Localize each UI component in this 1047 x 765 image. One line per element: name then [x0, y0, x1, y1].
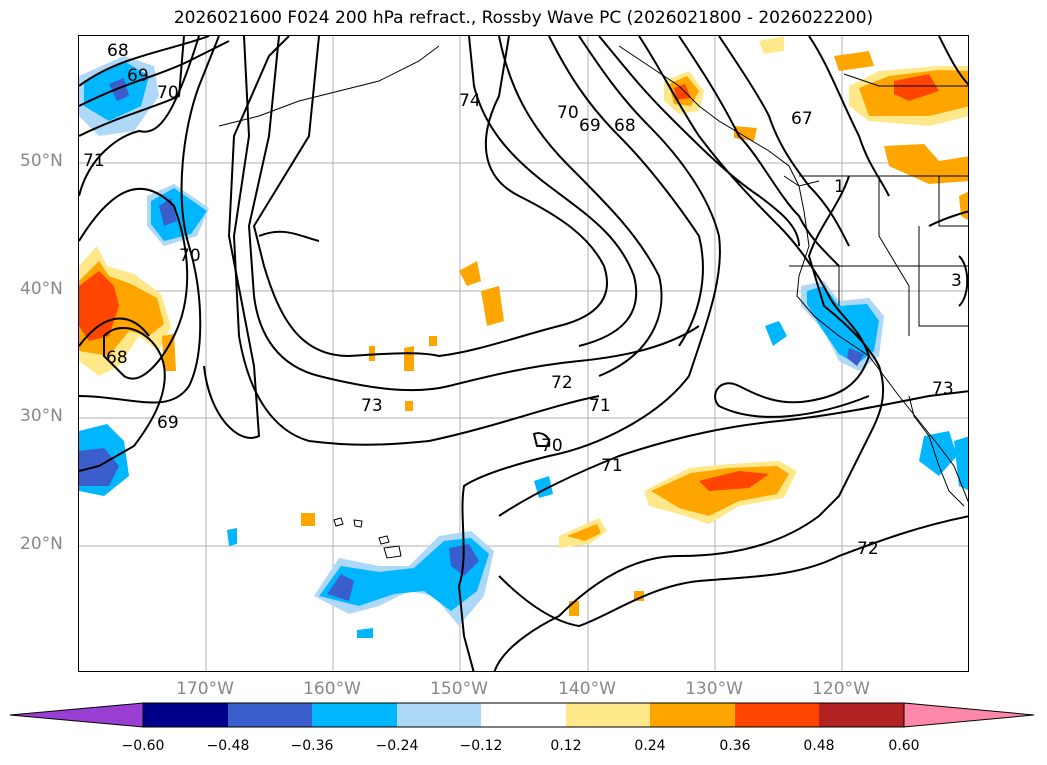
- colorbar-tick: −0.60: [121, 738, 165, 754]
- colorbar-tick: 0.48: [803, 738, 835, 754]
- lat-label-50n: 50°N: [20, 151, 63, 171]
- contour-label: 1: [834, 177, 845, 197]
- colorbar-extend-low: [10, 702, 144, 728]
- contour-label: 69: [127, 66, 149, 86]
- map-panel: 68 69 70 71 74 70 69 68 67 70 68 69 72 7…: [78, 35, 969, 672]
- colorbar-tick: 0.36: [719, 738, 751, 754]
- anomaly-shading: [79, 36, 968, 638]
- contour-label: 71: [601, 456, 623, 476]
- contour-label: 70: [157, 83, 179, 103]
- colorbar-segment: [143, 703, 228, 727]
- lon-label-170w: 170°W: [176, 679, 234, 699]
- colorbar-segment: [735, 703, 819, 727]
- lat-label-40n: 40°N: [20, 279, 63, 299]
- colorbar-tick: −0.48: [206, 738, 250, 754]
- lon-label-150w: 150°W: [430, 679, 488, 699]
- colorbar-segment: [397, 703, 481, 727]
- contour-labels: 68 69 70 71 74 70 69 68 67 70 68 69 72 7…: [83, 41, 962, 559]
- colorbar-tick: −0.24: [375, 738, 419, 754]
- contour-label: 72: [551, 373, 573, 393]
- colorbar-segment: [566, 703, 650, 727]
- lon-label-160w: 160°W: [303, 679, 361, 699]
- colorbar: [10, 702, 1035, 728]
- colorbar-tick: 0.24: [634, 738, 666, 754]
- contour-label: 72: [857, 539, 879, 559]
- contour-label: 70: [541, 436, 563, 456]
- colorbar-tick: −0.12: [459, 738, 503, 754]
- colorbar-segment: [312, 703, 397, 727]
- contour-label: 73: [932, 379, 954, 399]
- colorbar-segment: [819, 703, 904, 727]
- colorbar-segment: [228, 703, 312, 727]
- map-title: 2026021600 F024 200 hPa refract., Rossby…: [173, 8, 874, 28]
- contour-label: 70: [179, 246, 201, 266]
- colorbar-extend-high: [903, 702, 1035, 728]
- contour-label: 68: [614, 116, 636, 136]
- contour-label: 67: [791, 109, 813, 129]
- lon-label-130w: 130°W: [685, 679, 743, 699]
- lon-label-120w: 120°W: [812, 679, 870, 699]
- contour-label: 70: [557, 103, 579, 123]
- contour-label: 69: [579, 116, 601, 136]
- map-canvas: 68 69 70 71 74 70 69 68 67 70 68 69 72 7…: [79, 36, 968, 671]
- contour-label: 68: [107, 41, 129, 61]
- contour-label: 73: [361, 396, 383, 416]
- lon-label-140w: 140°W: [558, 679, 616, 699]
- contour-label: 3: [951, 271, 962, 291]
- contour-label: 71: [589, 396, 611, 416]
- colorbar-segment: [650, 703, 735, 727]
- colorbar-segment: [481, 703, 566, 727]
- lat-label-20n: 20°N: [20, 534, 63, 554]
- colorbar-tick: 0.12: [550, 738, 582, 754]
- colorbar-tick: −0.36: [290, 738, 334, 754]
- contour-label: 71: [83, 151, 105, 171]
- lat-label-30n: 30°N: [20, 406, 63, 426]
- contour-label: 68: [106, 348, 128, 368]
- contour-label: 69: [157, 413, 179, 433]
- colorbar-tick: 0.60: [888, 738, 920, 754]
- contour-label: 74: [459, 91, 481, 111]
- contour-lines: [79, 36, 968, 671]
